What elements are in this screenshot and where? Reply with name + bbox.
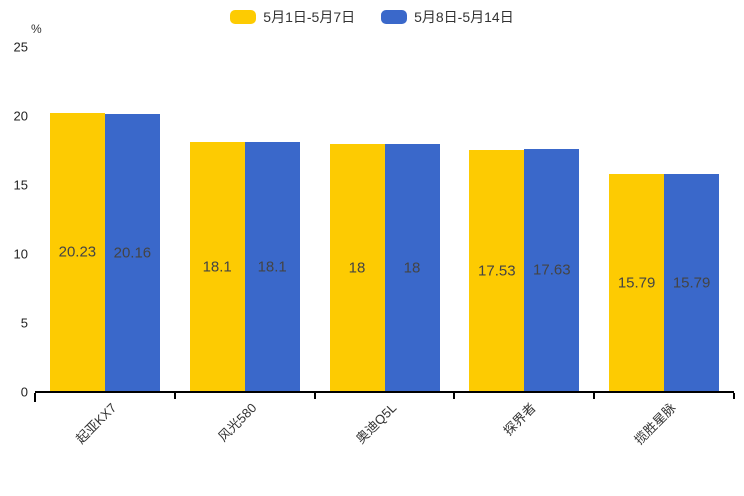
y-axis-tick-label: 20	[13, 108, 28, 124]
x-axis-tick	[313, 393, 316, 399]
x-axis-line	[35, 391, 734, 393]
x-axis-category-label: 探界者	[500, 400, 540, 439]
bar-series-2-风光580[interactable]: 18.1	[244, 142, 300, 392]
bar-value-label: 18.1	[257, 258, 287, 276]
legend-item-series-1[interactable]: 5月1日-5月7日	[230, 8, 355, 26]
bar-value-label: 17.63	[533, 261, 571, 279]
bar-value-label: 15.79	[617, 274, 656, 292]
bar-value-label: 20.16	[113, 244, 152, 262]
bar-value-label: 20.23	[58, 243, 97, 261]
x-axis-tick	[173, 393, 176, 399]
x-axis-tick	[593, 393, 596, 399]
x-axis-category-label: 奥迪Q5L	[352, 400, 400, 447]
legend-swatch-icon	[381, 10, 408, 24]
bar-value-label: 18.1	[202, 258, 232, 276]
bar-series-2-探界者[interactable]: 17.63	[524, 148, 580, 392]
x-axis-tick	[733, 393, 735, 399]
bar-value-label: 15.79	[672, 274, 711, 292]
bar-series-2-奥迪Q5L[interactable]: 18	[384, 143, 440, 392]
bar-series-2-揽胜星脉[interactable]: 15.79	[664, 174, 720, 392]
y-axis-tick-label: 5	[20, 315, 28, 331]
legend-swatch-icon	[230, 10, 257, 24]
x-axis-category-label: 揽胜星脉	[631, 400, 679, 448]
bar-series-2-起亚KX7[interactable]: 20.16	[104, 113, 160, 392]
bar-series-1-起亚KX7[interactable]: 20.23	[49, 112, 105, 392]
x-axis-tick	[34, 393, 36, 402]
y-axis-unit-label: %	[31, 22, 42, 36]
legend-item-label: 5月1日-5月7日	[263, 9, 356, 25]
x-axis-category-label: 起亚KX7	[73, 400, 120, 447]
chart-legend: 5月1日-5月7日 5月8日-5月14日	[0, 8, 744, 26]
bar-series-1-揽胜星脉[interactable]: 15.79	[609, 174, 665, 392]
legend-item-series-2[interactable]: 5月8日-5月14日	[381, 8, 514, 26]
x-axis-category-label: 风光580	[215, 400, 260, 445]
bar-value-label: 17.53	[478, 262, 516, 280]
x-axis-tick	[453, 393, 456, 399]
y-axis-tick-label: 0	[20, 384, 28, 400]
y-axis-tick-label: 10	[13, 246, 28, 262]
bar-series-1-风光580[interactable]: 18.1	[189, 142, 245, 392]
bar-value-label: 18	[348, 259, 366, 277]
y-axis-tick-label: 25	[13, 39, 28, 55]
bar-series-1-奥迪Q5L[interactable]: 18	[329, 143, 385, 392]
y-axis-tick-label: 15	[13, 177, 28, 193]
bar-value-label: 18	[403, 259, 421, 277]
bar-series-1-探界者[interactable]: 17.53	[469, 150, 525, 392]
legend-item-label: 5月8日-5月14日	[414, 9, 514, 25]
